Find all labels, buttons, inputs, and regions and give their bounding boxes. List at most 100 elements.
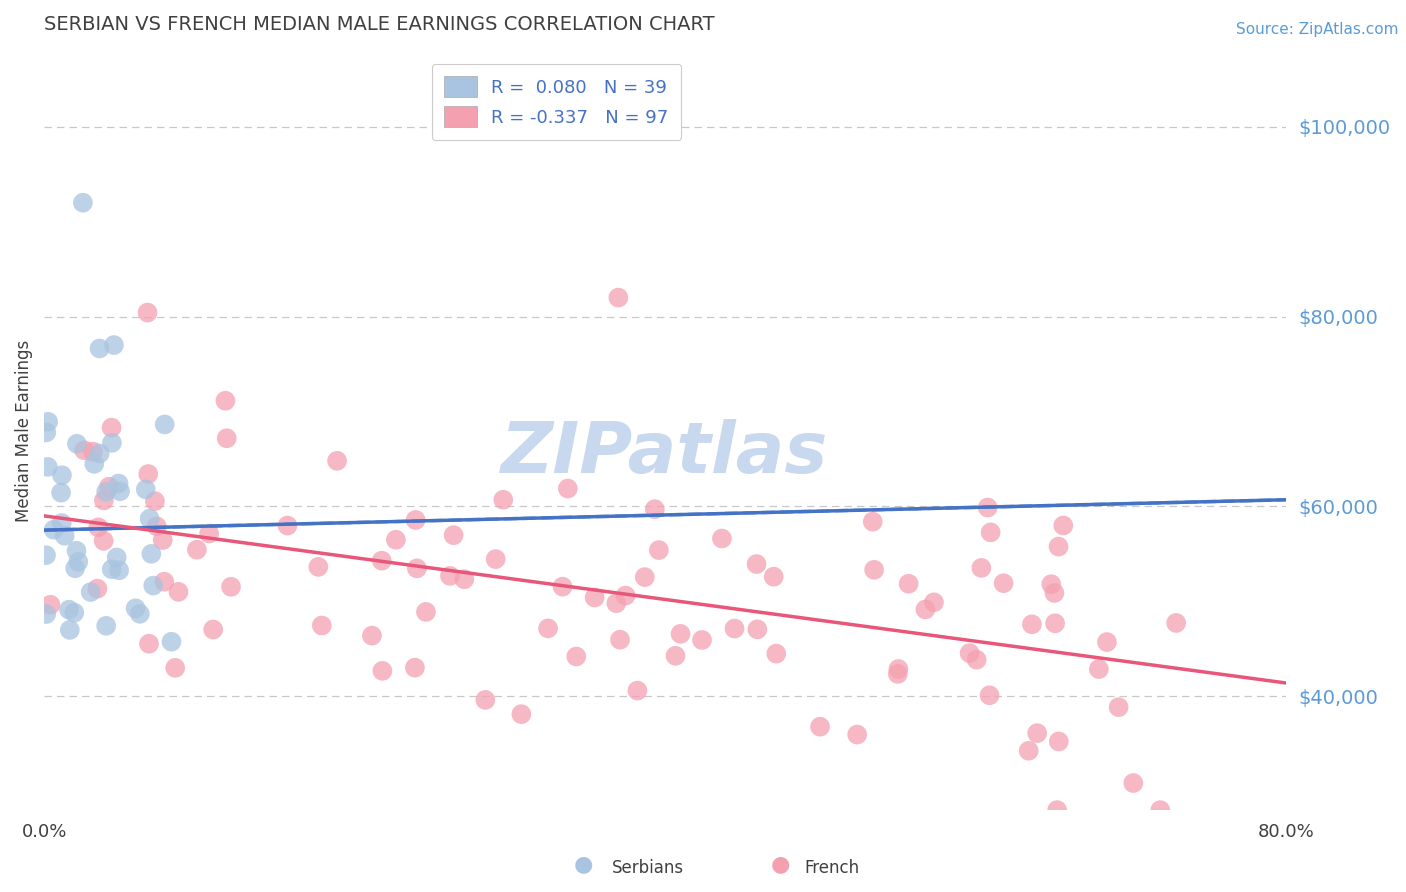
Point xyxy=(551,580,574,594)
Point xyxy=(35,425,58,440)
Point xyxy=(406,561,429,575)
Text: Source: ZipAtlas.com: Source: ZipAtlas.com xyxy=(1236,22,1399,37)
Point xyxy=(966,653,988,667)
Point xyxy=(67,555,90,569)
Text: Serbians: Serbians xyxy=(612,859,683,877)
Point xyxy=(103,338,125,352)
Point xyxy=(93,493,115,508)
Point xyxy=(1047,734,1070,748)
Point xyxy=(993,576,1015,591)
Point xyxy=(83,457,105,471)
Point xyxy=(959,646,981,660)
Point xyxy=(405,513,427,527)
Point xyxy=(690,632,713,647)
Point xyxy=(153,574,176,589)
Point xyxy=(138,637,160,651)
Point xyxy=(39,598,62,612)
Point xyxy=(980,525,1002,540)
Point xyxy=(669,627,692,641)
Point xyxy=(108,484,131,499)
Point xyxy=(443,528,465,542)
Point xyxy=(49,485,72,500)
Point xyxy=(492,492,515,507)
Point xyxy=(108,563,131,577)
Point xyxy=(89,446,111,460)
Point xyxy=(59,623,82,637)
Point xyxy=(152,533,174,547)
Point xyxy=(311,618,333,632)
Point xyxy=(215,431,238,445)
Point xyxy=(404,660,426,674)
Point xyxy=(141,547,163,561)
Point xyxy=(648,543,671,558)
Point xyxy=(35,548,58,562)
Point xyxy=(385,533,408,547)
Text: ●: ● xyxy=(770,855,790,874)
Point xyxy=(664,648,686,663)
Point xyxy=(723,622,745,636)
Point xyxy=(37,415,59,429)
Point xyxy=(626,683,648,698)
Point xyxy=(371,664,394,678)
Point xyxy=(1026,726,1049,740)
Point xyxy=(979,688,1001,702)
Point xyxy=(607,291,630,305)
Point xyxy=(887,662,910,676)
Point xyxy=(914,602,936,616)
Point xyxy=(160,634,183,648)
Point xyxy=(976,500,998,515)
Point xyxy=(66,436,89,450)
Point xyxy=(1043,616,1066,631)
Point xyxy=(1047,540,1070,554)
Point xyxy=(862,515,884,529)
Text: ZIPatlas: ZIPatlas xyxy=(501,418,828,488)
Point xyxy=(42,523,65,537)
Point xyxy=(153,417,176,432)
Point xyxy=(138,511,160,525)
Point xyxy=(970,561,993,575)
Point xyxy=(1095,635,1118,649)
Point xyxy=(276,518,298,533)
Point xyxy=(361,629,384,643)
Point xyxy=(167,585,190,599)
Text: French: French xyxy=(804,859,859,877)
Point xyxy=(136,305,159,319)
Point xyxy=(474,693,496,707)
Point xyxy=(128,607,150,621)
Point xyxy=(89,342,111,356)
Point xyxy=(1108,700,1130,714)
Point xyxy=(100,562,122,576)
Point xyxy=(124,601,146,615)
Point xyxy=(1018,744,1040,758)
Point xyxy=(65,543,87,558)
Point xyxy=(51,516,73,530)
Point xyxy=(762,570,785,584)
Point xyxy=(415,605,437,619)
Point xyxy=(136,467,159,481)
Point xyxy=(614,589,637,603)
Point xyxy=(565,649,588,664)
Point xyxy=(51,468,73,483)
Point xyxy=(219,580,242,594)
Point xyxy=(863,563,886,577)
Point xyxy=(145,519,167,533)
Point xyxy=(307,559,329,574)
Point xyxy=(557,482,579,496)
Point xyxy=(1149,803,1171,817)
Point xyxy=(326,454,349,468)
Point xyxy=(87,520,110,534)
Point xyxy=(96,484,118,499)
Point xyxy=(765,647,787,661)
Point xyxy=(98,480,121,494)
Point xyxy=(609,632,631,647)
Point xyxy=(79,585,101,599)
Point xyxy=(37,459,59,474)
Point xyxy=(537,621,560,635)
Point xyxy=(745,557,768,571)
Point xyxy=(1122,776,1144,790)
Text: SERBIAN VS FRENCH MEDIAN MALE EARNINGS CORRELATION CHART: SERBIAN VS FRENCH MEDIAN MALE EARNINGS C… xyxy=(44,15,714,34)
Point xyxy=(100,420,122,434)
Point xyxy=(439,569,461,583)
Point xyxy=(105,550,128,565)
Point xyxy=(63,561,86,575)
